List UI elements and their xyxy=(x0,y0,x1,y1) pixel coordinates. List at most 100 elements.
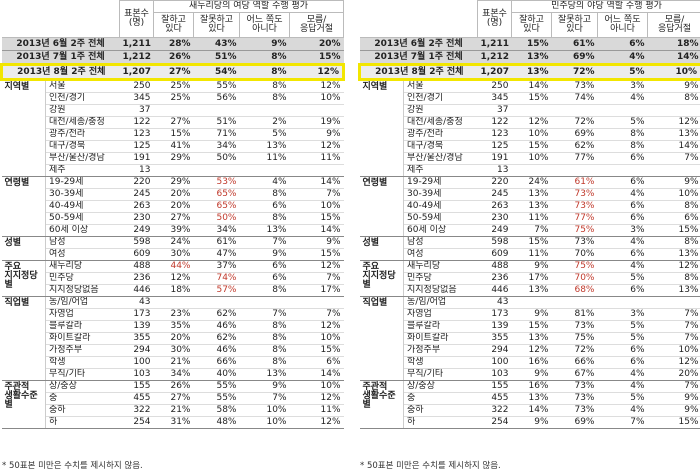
cell: 12% xyxy=(289,320,344,333)
cell: 13% xyxy=(239,224,290,237)
header-blank xyxy=(359,0,478,38)
cell: 20% xyxy=(153,332,194,345)
cell: 72% xyxy=(551,63,598,81)
cell: 37% xyxy=(193,260,240,273)
data-table: 표본수 (명) 새누리당의 여당 역할 수행 평가 잘하고 있다 잘못하고 있다 어느 … xyxy=(0,0,346,429)
cell: 5% xyxy=(597,272,648,285)
cell: 15% xyxy=(511,140,552,153)
cell: 355 xyxy=(119,332,154,345)
cell: 37 xyxy=(119,104,154,117)
row-label: 60세 이상 xyxy=(403,224,478,237)
row-label: 19-29세 xyxy=(45,176,120,189)
data-row: 대구/경북 125 41% 34% 13% 12% xyxy=(2,140,344,153)
row-label: 새누리당 xyxy=(403,260,478,273)
column-header: 잘못하고 있다 xyxy=(551,12,598,38)
cell: 4% xyxy=(597,188,648,201)
cell: 7% xyxy=(647,380,700,393)
cell: 14% xyxy=(511,79,552,93)
cell: 15% xyxy=(153,128,194,141)
cell: 8% xyxy=(239,92,290,105)
data-row: 직업별 농/임/어업 43 xyxy=(359,296,700,381)
cell: 1,212 xyxy=(119,50,154,65)
empty-cell xyxy=(597,296,648,309)
summary-row: 2013년 7월 1주 전체 1,212 13% 69% 4% 14% xyxy=(359,50,700,65)
row-label: 남성 xyxy=(45,236,120,249)
cell: 44% xyxy=(153,260,194,273)
cell: 488 xyxy=(119,260,154,273)
cell: 13% xyxy=(647,284,700,297)
summary-label: 2013년 6월 2주 전체 xyxy=(359,37,478,51)
empty-cell xyxy=(239,104,290,117)
cell: 55% xyxy=(193,380,240,393)
cell: 263 xyxy=(119,200,154,213)
cell: 73% xyxy=(551,380,598,393)
empty-cell xyxy=(193,296,240,309)
group-label: 지역별 xyxy=(359,79,404,177)
cell: 263 xyxy=(477,200,512,213)
cell: 123 xyxy=(477,128,512,141)
row-label: 30-39세 xyxy=(45,188,120,201)
cell: 446 xyxy=(119,284,154,297)
empty-cell xyxy=(239,296,290,309)
cell: 9% xyxy=(289,128,344,141)
cell: 46% xyxy=(193,344,240,357)
cell: 73% xyxy=(551,404,598,417)
data-row: 화이트칼라 355 13% 75% 5% 7% xyxy=(360,332,700,345)
row-label: 대구/경북 xyxy=(45,140,120,153)
row-label: 중하 xyxy=(403,404,478,417)
cell: 81% xyxy=(551,308,598,321)
cell: 294 xyxy=(477,344,512,357)
cell: 139 xyxy=(119,320,154,333)
data-row: 60세 이상 249 7% 75% 3% 15% xyxy=(360,224,700,237)
cell: 345 xyxy=(477,92,512,105)
cell: 254 xyxy=(119,416,154,429)
cell: 75% xyxy=(551,224,598,237)
cell: 6% xyxy=(597,356,648,369)
cell: 3% xyxy=(597,224,648,237)
data-row: 연령별 19-29세 220 29% 53% 4% 14% xyxy=(1,176,344,237)
cell: 15% xyxy=(511,37,552,51)
data-row: 주요 지지정당별 새누리당 488 44% 37% 6% 12% xyxy=(1,260,344,297)
empty-cell xyxy=(551,164,598,177)
cell: 294 xyxy=(119,344,154,357)
cell: 455 xyxy=(477,392,512,405)
cell: 50% xyxy=(193,212,240,225)
cell: 9% xyxy=(511,260,552,273)
cell: 10% xyxy=(289,380,344,393)
cell: 73% xyxy=(551,200,598,213)
cell: 41% xyxy=(153,140,194,153)
cell: 13% xyxy=(511,63,552,81)
group-label: 직업별 xyxy=(359,296,404,381)
cell: 7% xyxy=(647,152,700,165)
cell: 18% xyxy=(647,37,700,51)
data-row: 대전/세종/충청 122 27% 51% 2% 19% xyxy=(2,116,344,129)
cell: 7% xyxy=(289,272,344,285)
cell: 6% xyxy=(597,200,648,213)
data-row: 자영업 173 23% 62% 7% 7% xyxy=(2,308,344,321)
cell: 14% xyxy=(647,140,700,153)
cell: 12% xyxy=(289,260,344,273)
group-label: 연령별 xyxy=(1,176,46,237)
data-row: 직업별 농/임/어업 43 xyxy=(1,296,344,381)
cell: 173 xyxy=(119,308,154,321)
cell: 245 xyxy=(119,188,154,201)
header-row: 표본수 (명) 새누리당의 여당 역할 수행 평가 xyxy=(1,0,345,38)
table-block: 표본수 (명) 민주당의 야당 역할 수행 평가 잘하고 있다 잘못하고 있다 어느 쪽… xyxy=(358,0,700,429)
cell: 123 xyxy=(119,128,154,141)
cell: 20% xyxy=(153,200,194,213)
data-row: 제주 13 xyxy=(2,164,344,177)
cell: 15% xyxy=(647,224,700,237)
cell: 69% xyxy=(551,50,598,65)
data-row: 지지정당없음 446 13% 68% 6% 13% xyxy=(360,284,700,297)
cell: 10% xyxy=(647,188,700,201)
cell: 11% xyxy=(511,248,552,261)
cell: 11% xyxy=(289,404,344,417)
cell: 9% xyxy=(239,248,290,261)
cell: 28% xyxy=(153,37,194,51)
summary-row: 2013년 8월 2주 전체 1,207 27% 54% 8% 12% xyxy=(0,63,346,81)
row-label: 대전/세종/충청 xyxy=(45,116,120,129)
empty-cell xyxy=(289,104,344,117)
column-header: 어느 쪽도 아니다 xyxy=(239,12,290,38)
cell: 13% xyxy=(239,368,290,381)
header-row: 잘하고 있다 잘못하고 있다 어느 쪽도 아니다 모름/ 응답거절 xyxy=(360,12,700,38)
